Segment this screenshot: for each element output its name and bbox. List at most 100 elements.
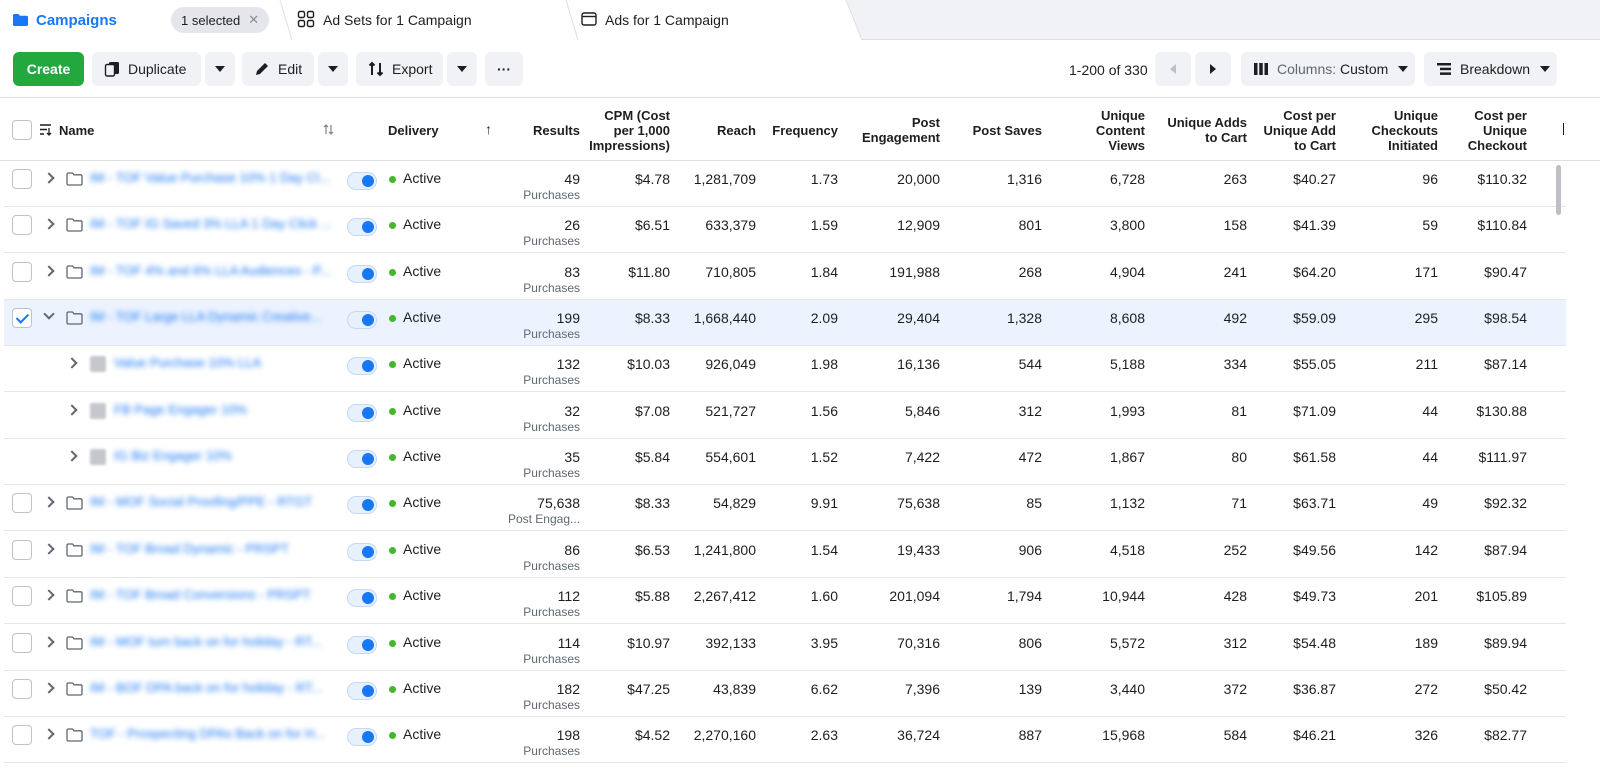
campaign-row[interactable]: IM - TOF IG Saved 3% LLA 1 Day Click ...… [4,207,1566,254]
campaign-name[interactable]: IM - MOF turn back on for holiday - RT..… [90,633,322,649]
header-name[interactable]: Name [59,122,95,138]
delivery-toggle[interactable] [347,496,377,515]
adset-name[interactable]: FB Page Engager 10% [114,401,247,417]
delivery-toggle[interactable] [347,681,377,700]
adset-name[interactable]: IG Biz Engager 10% [114,448,232,464]
chevron-right-icon[interactable] [66,357,78,370]
campaign-name[interactable]: IM - TOF Broad Dynamic - PRSPT [90,540,289,556]
adset-row[interactable]: Value Purchase 10% LLA Active 132 Purchases… [4,346,1566,393]
campaign-row[interactable]: IM - BOF DPA back on for holiday - RT...… [4,671,1566,717]
tab-campaigns[interactable]: Campaigns [0,0,290,40]
chevron-right-icon[interactable] [43,543,55,555]
campaign-name[interactable]: IM - TOF Value Purchase 10% 1 Day Cl... [90,170,330,185]
header-unique-adds-to-cart[interactable]: Unique Adds to Cart [1152,99,1247,161]
campaign-row[interactable]: IM - TOF Value Purchase 10% 1 Day Cl... A… [4,161,1566,207]
sort-ascending-icon[interactable]: ↑ [485,121,492,137]
delivery-toggle[interactable] [347,450,377,469]
campaign-name[interactable]: IM - TOF 4% and 6% LLA Audiences - P... [90,262,331,278]
chevron-right-icon[interactable] [43,728,55,740]
chevron-right-icon[interactable] [43,589,55,601]
edit-button[interactable]: Edit [242,52,314,86]
header-cost-per-unique-checkout[interactable]: Cost per Unique Checkout [1445,99,1527,161]
header-results[interactable]: Results [533,122,580,138]
row-checkbox[interactable] [12,632,32,653]
next-page-button[interactable] [1195,52,1231,86]
header-cpm[interactable]: CPM (Cost per 1,000 Impressions) [588,99,670,161]
row-checkbox[interactable] [12,725,32,746]
duplicate-button[interactable]: Duplicate [92,52,201,86]
row-checkbox[interactable] [12,308,32,329]
header-cost-per-unique-add[interactable]: Cost per Unique Add to Cart [1250,99,1336,161]
tab-adsets[interactable]: Ad Sets for 1 Campaign [282,0,580,40]
delivery-toggle[interactable] [347,357,377,376]
campaign-name[interactable]: TOF - Prospecting DPAs Back on for H... [90,726,326,742]
campaign-name[interactable]: IM - BOF DPA back on for holiday - RT... [90,679,323,695]
chevron-right-icon[interactable] [66,450,78,462]
delivery-toggle[interactable] [347,403,377,422]
campaign-row[interactable]: IM - TOF Broad Conversions - PRSPT Active… [4,578,1566,625]
adset-name[interactable]: Value Purchase 10% LLA [114,355,262,371]
campaign-row[interactable]: IM - MOF turn back on for holiday - RT..… [4,625,1566,671]
adset-row[interactable]: FB Page Engager 10% Active 32 Purchases $7.0… [4,393,1566,439]
delivery-toggle[interactable] [347,311,377,330]
post-saves-cell: 906 [1018,541,1042,558]
export-button[interactable]: Export [356,52,443,86]
adset-row[interactable]: IG Biz Engager 10% Active 35 Purchases $5.84… [4,439,1566,486]
delivery-toggle[interactable] [347,635,377,654]
create-button[interactable]: Create [13,52,84,86]
campaign-row[interactable]: TOF - Prospecting DPAs Back on for H... A… [4,717,1566,764]
campaign-row[interactable]: IM - TOF Broad Dynamic - PRSPT Active 86 Pu… [4,532,1566,578]
campaign-name[interactable]: IM - MOF Social Proofing/PPE - RTGT [90,494,313,510]
tab-ads[interactable]: Ads for 1 Campaign [566,0,846,40]
delivery-toggle[interactable] [347,728,377,747]
delivery-toggle[interactable] [347,542,377,561]
chevron-right-icon[interactable] [43,496,55,509]
row-checkbox[interactable] [12,586,32,607]
campaign-row[interactable]: IM - MOF Social Proofing/PPE - RTGT Activ… [4,485,1566,532]
campaign-row[interactable]: IM - TOF Large LLA Dynamic Creative... Ac… [4,300,1566,347]
previous-page-button[interactable] [1155,52,1191,86]
row-checkbox[interactable] [12,539,32,560]
sort-toggle-icon[interactable] [323,124,334,135]
campaign-row[interactable]: IM - TOF 4% and 6% LLA Audiences - P... A… [4,254,1566,300]
chevron-right-icon[interactable] [43,682,55,694]
chevron-right-icon[interactable] [43,218,55,231]
header-unique-checkouts[interactable]: Unique Checkouts Initiated [1345,99,1438,161]
select-all-checkbox[interactable] [12,120,32,140]
header-unique-content-views[interactable]: Unique Content Views [1055,99,1145,161]
chevron-right-icon[interactable] [43,172,55,184]
export-dropdown[interactable] [447,52,477,86]
more-options-button[interactable]: ··· [485,52,523,86]
column-resize-handle[interactable] [1563,123,1564,135]
delivery-toggle[interactable] [347,218,377,237]
edit-dropdown[interactable] [318,52,348,86]
campaign-name[interactable]: IM - TOF IG Saved 3% LLA 1 Day Click ... [90,216,332,232]
chevron-down-icon[interactable] [43,308,55,320]
sort-menu-icon[interactable] [39,123,52,136]
delivery-toggle[interactable] [347,172,377,190]
row-checkbox[interactable] [12,678,32,699]
header-post-saves[interactable]: Post Saves [972,122,1042,138]
chevron-right-icon[interactable] [43,265,55,277]
delivery-toggle[interactable] [347,264,377,283]
selected-pill[interactable]: 1 selected ✕ [171,7,270,33]
close-icon[interactable]: ✕ [248,12,260,27]
chevron-right-icon[interactable] [43,635,55,648]
header-reach[interactable]: Reach [716,122,756,138]
breakdown-button[interactable]: Breakdown [1424,52,1557,86]
row-checkbox[interactable] [12,215,32,236]
row-checkbox[interactable] [12,261,32,282]
chevron-right-icon[interactable] [66,404,78,416]
delivery-status: Active [403,262,442,279]
vertical-scrollbar[interactable] [1556,165,1561,215]
header-delivery[interactable]: Delivery [388,122,439,138]
campaign-name[interactable]: IM - TOF Broad Conversions - PRSPT [90,587,311,603]
duplicate-dropdown[interactable] [205,52,235,86]
campaign-name[interactable]: IM - TOF Large LLA Dynamic Creative... [90,309,322,325]
row-checkbox[interactable] [12,493,32,514]
delivery-toggle[interactable] [347,589,377,608]
columns-button[interactable]: Columns: Custom [1241,52,1415,86]
header-post-engagement[interactable]: Post Engagement [842,99,940,161]
header-frequency[interactable]: Frequency [772,122,838,138]
row-checkbox[interactable] [12,169,32,189]
